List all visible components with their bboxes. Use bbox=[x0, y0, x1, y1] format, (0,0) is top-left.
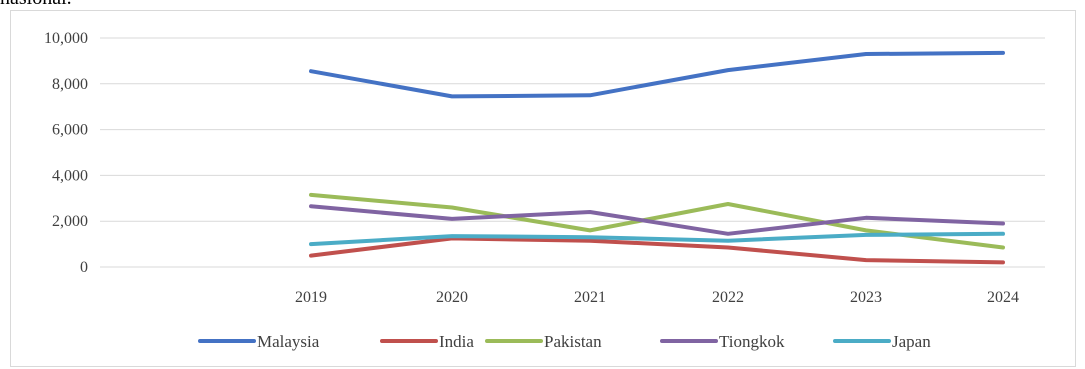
page-text-fragment: nasional. bbox=[0, 0, 72, 10]
legend-label-pakistan: Pakistan bbox=[544, 332, 602, 351]
chart-area bbox=[10, 10, 1076, 367]
x-tick-label: 2024 bbox=[987, 289, 1019, 306]
y-tick-label: 0 bbox=[80, 259, 88, 276]
legend-label-tiongkok: Tiongkok bbox=[719, 332, 785, 351]
series-lines bbox=[309, 50, 1005, 265]
x-tick-label: 2020 bbox=[436, 289, 468, 306]
legend: Malaysia India Pakistan Tiongkok Japan bbox=[198, 332, 931, 351]
x-tick-label: 2019 bbox=[295, 289, 327, 306]
y-tick-label: 10,000 bbox=[44, 30, 88, 47]
series-line-india bbox=[309, 236, 1005, 265]
gridlines bbox=[100, 37, 1045, 268]
series-line-malaysia bbox=[309, 50, 1005, 99]
x-tick-label: 2023 bbox=[850, 289, 882, 306]
x-axis-ticks: 2019 2020 2021 2022 2023 2024 bbox=[295, 289, 1019, 306]
legend-label-malaysia: Malaysia bbox=[257, 332, 320, 351]
y-tick-label: 2,000 bbox=[52, 213, 88, 230]
x-tick-label: 2022 bbox=[712, 289, 744, 306]
y-tick-label: 8,000 bbox=[52, 76, 88, 93]
y-tick-label: 4,000 bbox=[52, 167, 88, 184]
series-line-japan bbox=[309, 231, 1005, 247]
series-line-tiongkok bbox=[309, 204, 1005, 236]
y-axis-ticks: 0 2,000 4,000 6,000 8,000 10,000 bbox=[44, 30, 88, 276]
legend-label-india: India bbox=[439, 332, 474, 351]
legend-label-japan: Japan bbox=[892, 332, 931, 351]
y-tick-label: 6,000 bbox=[52, 122, 88, 139]
x-tick-label: 2021 bbox=[574, 289, 606, 306]
